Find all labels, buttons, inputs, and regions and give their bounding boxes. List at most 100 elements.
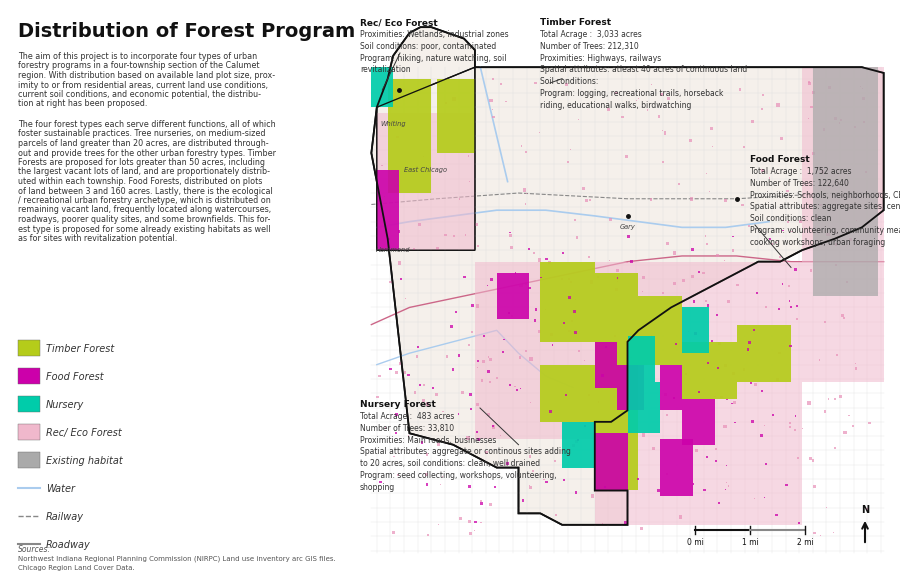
- Bar: [459, 198, 461, 200]
- Bar: [651, 335, 652, 336]
- Text: Forests are proposed for lots greater than 50 acres, including: Forests are proposed for lots greater th…: [18, 158, 265, 167]
- Bar: [453, 235, 455, 237]
- Bar: [673, 396, 675, 399]
- Bar: [761, 169, 764, 172]
- Bar: [466, 436, 470, 440]
- Bar: [442, 476, 444, 477]
- Text: Total Acrage :  483 acres
Number of Trees: 33,810
Proximities: Main roads, busin: Total Acrage : 483 acres Number of Trees…: [360, 412, 571, 492]
- Bar: [808, 118, 809, 119]
- Bar: [691, 275, 694, 278]
- Bar: [840, 119, 842, 121]
- Bar: [537, 258, 541, 261]
- Text: of land between 3 and 160 acres. Lastly, there is the ecological: of land between 3 and 160 acres. Lastly,…: [18, 186, 273, 196]
- Bar: [732, 249, 734, 252]
- Bar: [814, 532, 815, 534]
- Polygon shape: [388, 79, 431, 113]
- Bar: [753, 498, 755, 499]
- Bar: [828, 185, 830, 187]
- Bar: [724, 260, 725, 261]
- Bar: [398, 261, 400, 265]
- Bar: [526, 151, 527, 152]
- Text: Rec/ Eco Forest: Rec/ Eco Forest: [360, 18, 437, 27]
- Bar: [718, 342, 722, 345]
- Text: remaining vacant land, frequently located along watercourses,: remaining vacant land, frequently locate…: [18, 205, 271, 215]
- Bar: [775, 513, 778, 516]
- Bar: [725, 482, 726, 484]
- Bar: [867, 221, 869, 224]
- Text: Northwest Indiana Regional Planning Commission (NIRPC) Land use inventory arc GI: Northwest Indiana Regional Planning Comm…: [18, 555, 336, 562]
- Text: Gary: Gary: [619, 224, 635, 230]
- Bar: [529, 357, 533, 361]
- Bar: [749, 225, 751, 227]
- Bar: [521, 146, 522, 147]
- Bar: [691, 248, 694, 251]
- Bar: [432, 388, 434, 389]
- Bar: [545, 481, 548, 483]
- Polygon shape: [802, 67, 884, 382]
- Bar: [398, 230, 400, 233]
- Bar: [539, 132, 540, 133]
- Bar: [585, 199, 588, 202]
- Bar: [706, 173, 707, 175]
- Bar: [756, 292, 758, 293]
- Bar: [567, 161, 569, 162]
- Bar: [635, 100, 637, 101]
- Bar: [437, 442, 440, 446]
- Polygon shape: [682, 342, 736, 399]
- Text: / recreational urban forestry archetype, which is distributed on: / recreational urban forestry archetype,…: [18, 196, 271, 205]
- Bar: [491, 425, 495, 428]
- Bar: [491, 78, 494, 80]
- Bar: [568, 278, 570, 279]
- Bar: [839, 122, 840, 124]
- Bar: [865, 171, 867, 173]
- Bar: [522, 499, 525, 502]
- Text: Total Acrage :  3,033 acres
Number of Trees: 212,310
Proximities: Highways, rail: Total Acrage : 3,033 acres Number of Tre…: [540, 30, 747, 110]
- Bar: [578, 350, 580, 352]
- Text: the largest vacant lots of land, and are proportionately distrib-: the largest vacant lots of land, and are…: [18, 168, 270, 176]
- Polygon shape: [436, 79, 475, 153]
- Bar: [535, 308, 537, 311]
- Bar: [665, 473, 668, 475]
- Bar: [616, 288, 617, 291]
- Bar: [507, 463, 508, 464]
- Bar: [407, 374, 410, 376]
- Bar: [802, 428, 804, 430]
- Text: Timber Forest: Timber Forest: [46, 344, 114, 354]
- Bar: [732, 236, 733, 237]
- Bar: [615, 381, 617, 384]
- Bar: [487, 413, 490, 416]
- Bar: [468, 344, 470, 346]
- Bar: [646, 109, 648, 111]
- Bar: [760, 434, 762, 436]
- Bar: [575, 491, 578, 494]
- Bar: [796, 304, 798, 307]
- Bar: [18, 452, 40, 468]
- Bar: [770, 238, 771, 240]
- Bar: [469, 180, 470, 182]
- Bar: [482, 360, 485, 363]
- Bar: [675, 343, 677, 345]
- Bar: [589, 394, 590, 396]
- Bar: [575, 299, 577, 300]
- Bar: [741, 204, 743, 207]
- Bar: [389, 281, 392, 283]
- Bar: [450, 325, 453, 328]
- Bar: [525, 282, 527, 285]
- Text: forestry programs in a four-township section of the Calumet: forestry programs in a four-township sec…: [18, 62, 259, 70]
- Bar: [834, 117, 837, 120]
- Text: Food Forest: Food Forest: [750, 155, 810, 164]
- Bar: [615, 91, 617, 94]
- Bar: [821, 171, 824, 173]
- Bar: [693, 300, 696, 303]
- Bar: [825, 507, 827, 508]
- Bar: [706, 456, 708, 458]
- Bar: [786, 190, 788, 192]
- Bar: [717, 367, 719, 369]
- Bar: [616, 278, 619, 280]
- Bar: [791, 169, 792, 170]
- Bar: [464, 276, 466, 278]
- Bar: [426, 402, 429, 406]
- Bar: [832, 533, 834, 534]
- Bar: [388, 237, 390, 240]
- Bar: [545, 258, 548, 260]
